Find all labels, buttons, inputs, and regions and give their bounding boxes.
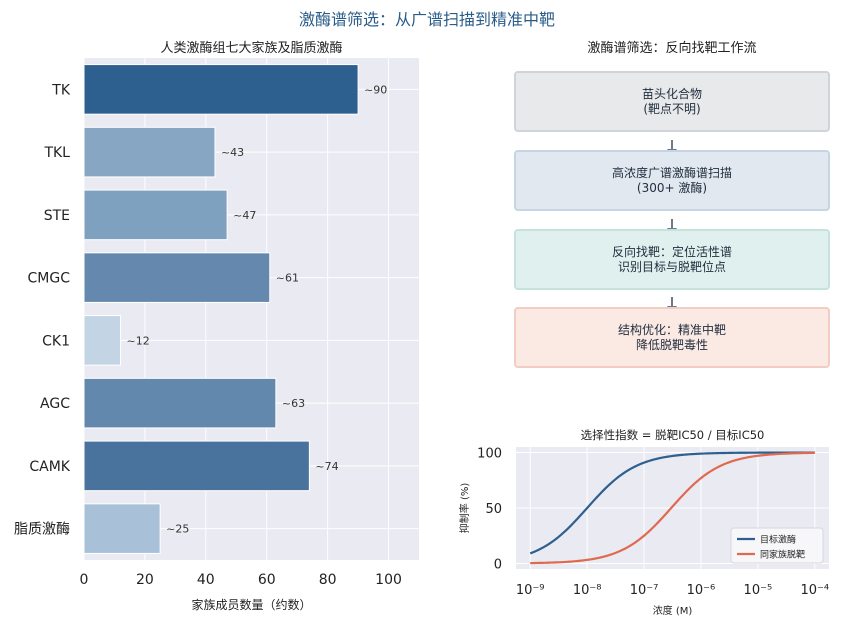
bar-value-label: ~12 <box>127 334 150 347</box>
y-tick-label: CMGC <box>28 271 71 287</box>
x-tick-label: 10⁻⁷ <box>630 583 659 598</box>
bar-chart: 0 20 40 60 80 100 ~90 TK ~43 TKL ~47 STE ~61 CMGC ~12 C… <box>14 58 419 612</box>
figure-title: 激酶谱筛选：从广谱扫描到精准中靶 <box>298 10 555 29</box>
x-tick-label: 10⁻⁵ <box>744 583 773 598</box>
workflow-step-line1: 苗头化合物 <box>641 86 702 101</box>
workflow-step-optimization: 结构优化：精准中靶 降低脱靶毒性 <box>514 307 830 368</box>
dose-response-chart: 选择性指数 = 脱靶IC50 / 目标IC50 10⁻⁹ 10⁻⁸ 10⁻⁷ 10⁻⁶ 1… <box>458 428 829 617</box>
workflow-title: 激酶谱筛选：反向找靶工作流 <box>587 41 757 56</box>
x-tick-label: 0 <box>80 572 89 588</box>
x-axis-label: 家族成员数量（约数） <box>191 597 311 612</box>
y-tick-label: 0 <box>494 557 502 572</box>
y-tick-label: TK <box>51 82 71 98</box>
bar-value-label: ~90 <box>364 83 387 96</box>
bar <box>83 252 271 303</box>
x-tick-label: 10⁻⁹ <box>516 583 545 598</box>
legend-label: 目标激酶 <box>760 534 796 546</box>
legend-label: 同家族脱靶 <box>760 549 805 561</box>
workflow-step-line2: (300+ 激酶) <box>636 180 708 195</box>
y-tick-label: CAMK <box>29 459 70 475</box>
y-tick-label: AGC <box>40 396 70 412</box>
y-axis-label: 抑制率 (%) <box>458 483 471 534</box>
y-tick-label: 50 <box>485 502 502 517</box>
bar-value-label: ~47 <box>233 209 256 222</box>
bar <box>83 189 228 241</box>
bar-value-label: ~43 <box>221 146 244 159</box>
y-tick-label: 100 <box>477 447 502 462</box>
x-tick-label: 20 <box>136 572 154 588</box>
bar-value-label: ~63 <box>282 397 305 410</box>
x-tick-label: 100 <box>375 572 402 588</box>
series-line <box>530 451 815 565</box>
x-tick-label: 80 <box>319 572 337 588</box>
x-axis-label: 浓度 (M) <box>653 604 693 617</box>
bar-chart-title: 人类激酶组七大家族及脂质激酶 <box>160 41 343 56</box>
y-tick-label: 脂质激酶 <box>14 521 70 538</box>
workflow-step-reverse-target: 反向找靶：定位活性谱 识别目标与脱靶位点 <box>514 229 830 290</box>
workflow-step-line1: 高浓度广谱激酶谱扫描 <box>611 165 732 180</box>
bar-value-label: ~61 <box>276 272 299 285</box>
bar <box>83 503 161 554</box>
x-tick-label: 10⁻⁶ <box>687 583 716 598</box>
curve-chart-title: 选择性指数 = 脱靶IC50 / 目标IC50 <box>581 428 765 442</box>
x-tick-label: 10⁻⁸ <box>573 583 602 598</box>
y-tick-label: STE <box>44 208 70 224</box>
x-tick-label: 10⁻⁴ <box>800 583 829 598</box>
y-tick-label: TKL <box>43 145 70 161</box>
bar <box>83 64 359 115</box>
x-tick-label: 60 <box>258 572 276 588</box>
bar <box>83 315 122 366</box>
workflow-step-line2: 识别目标与脱靶位点 <box>617 259 726 274</box>
series-line <box>529 451 815 555</box>
workflow-step-line2: 降低脱靶毒性 <box>635 337 708 352</box>
workflow-step-line2: (靶点不明) <box>643 101 701 116</box>
bar <box>83 440 310 492</box>
bar <box>83 126 216 178</box>
bar-value-label: ~25 <box>166 523 189 536</box>
x-tick-label: 40 <box>197 572 215 588</box>
bar-value-label: ~74 <box>315 460 338 473</box>
workflow-step-hit-compound: 苗头化合物 (靶点不明) <box>514 71 830 132</box>
workflow-step-line1: 反向找靶：定位活性谱 <box>611 244 732 259</box>
workflow-step-broad-scan: 高浓度广谱激酶谱扫描 (300+ 激酶) <box>514 150 830 211</box>
workflow-step-line1: 结构优化：精准中靶 <box>617 322 726 337</box>
y-tick-label: CK1 <box>42 333 70 349</box>
bar <box>83 377 277 429</box>
